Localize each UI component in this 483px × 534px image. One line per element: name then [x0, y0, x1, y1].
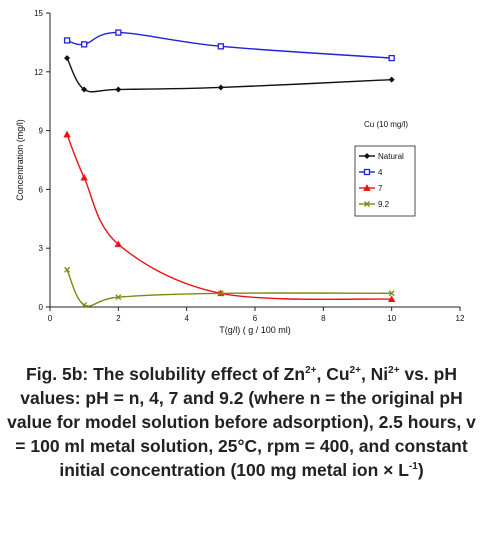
legend-label: 7 — [378, 184, 383, 193]
y-tick-label: 15 — [34, 9, 43, 18]
data-point — [217, 290, 224, 297]
series-9-2 — [64, 266, 395, 308]
caption-text: vs. pH values: pH = n, 4, 7 and 9.2 (whe… — [7, 364, 476, 480]
caption-text: Fig. 5b: The solubility effect of Zn — [26, 364, 306, 384]
x-tick-label: 12 — [456, 314, 465, 323]
legend: Natural 4 7 9.2 — [354, 145, 416, 217]
data-point — [388, 76, 395, 83]
chart: 0 2 4 6 8 10 12 0 3 6 9 12 15 Cu (10 mg/l) Natural 4 7… — [15, 9, 465, 335]
legend-item: 7 — [359, 184, 383, 193]
caption-text: , Cu — [316, 364, 350, 384]
x-tick-label: 8 — [321, 314, 326, 323]
legend-marker — [363, 168, 371, 176]
data-point — [115, 86, 122, 93]
legend-marker — [364, 201, 370, 207]
y-tick-label: 3 — [39, 244, 44, 253]
legend-marker — [363, 184, 371, 191]
y-tick-label: 0 — [39, 303, 44, 312]
series-line — [66, 57, 392, 93]
series-7 — [63, 130, 396, 303]
y-tick-label: 9 — [39, 127, 44, 136]
data-point — [388, 54, 395, 62]
caption-superscript: 2+ — [388, 365, 400, 377]
data-point — [64, 55, 71, 62]
data-point — [63, 37, 71, 44]
series-layer — [63, 29, 396, 308]
legend-item: 4 — [359, 168, 383, 177]
y-axis-label: Concentration (mg/l) — [15, 119, 25, 201]
data-point — [217, 43, 224, 50]
data-point — [80, 173, 88, 181]
x-tick-label: 6 — [253, 314, 258, 323]
data-point — [81, 302, 88, 308]
data-point — [64, 266, 71, 273]
chart-annotation: Cu (10 mg/l) — [364, 120, 408, 129]
data-point — [63, 130, 71, 138]
x-axis-label: T(g/l) ( g / 100 ml) — [219, 325, 291, 335]
data-point — [387, 295, 396, 303]
figure-caption: Fig. 5b: The solubility effect of Zn2+, … — [6, 362, 477, 482]
caption-superscript: 2+ — [305, 365, 317, 377]
legend-marker — [364, 153, 370, 159]
x-tick-label: 4 — [184, 314, 189, 323]
y-tick-label: 6 — [39, 185, 44, 194]
axes: 0 2 4 6 8 10 12 0 3 6 9 12 15 — [34, 9, 465, 323]
x-tick-label: 10 — [387, 314, 396, 323]
legend-item: 9.2 — [359, 200, 390, 209]
series-4 — [63, 29, 395, 62]
caption-superscript: -1 — [408, 461, 418, 473]
legend-item: Natural — [359, 152, 404, 161]
data-point — [81, 86, 88, 93]
x-tick-label: 0 — [48, 314, 53, 323]
caption-text: , Ni — [360, 364, 389, 384]
data-point — [388, 290, 395, 297]
series-line — [66, 31, 392, 59]
series-line — [66, 269, 392, 307]
y-tick-label: 12 — [34, 68, 43, 77]
data-point — [81, 41, 88, 48]
legend-label: 9.2 — [378, 200, 390, 209]
caption-text: ) — [417, 460, 424, 480]
caption-superscript: 2+ — [349, 365, 361, 377]
data-point — [114, 240, 123, 248]
data-point — [115, 294, 122, 301]
data-point — [217, 84, 224, 91]
x-tick-label: 2 — [116, 314, 121, 323]
data-point — [115, 29, 122, 36]
series-natural — [64, 55, 395, 93]
legend-label: 4 — [378, 168, 383, 177]
legend-label: Natural — [378, 152, 404, 161]
series-line — [66, 134, 392, 301]
